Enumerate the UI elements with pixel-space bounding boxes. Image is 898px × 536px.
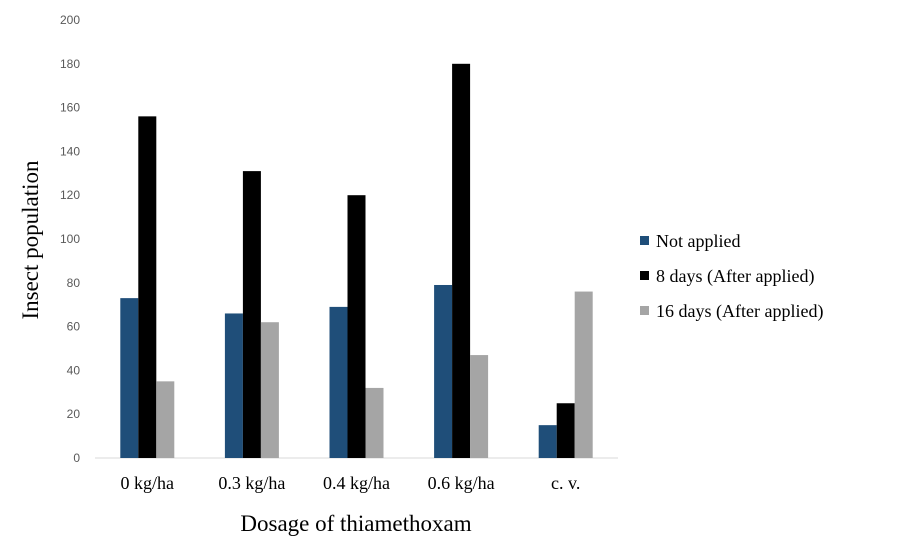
bar-2-1: [138, 116, 157, 459]
bar-2-2: [242, 171, 261, 459]
bar-3-1: [156, 381, 175, 458]
bar-2-3: [347, 195, 366, 458]
x-category-label: 0.4 kg/ha: [323, 473, 390, 493]
x-category-label: 0.6 kg/ha: [428, 473, 495, 493]
bar-2-4: [452, 63, 471, 459]
bar-2-5: [556, 403, 575, 458]
y-tick-label: 60: [67, 320, 81, 334]
x-category-label: 0 kg/ha: [121, 473, 175, 493]
bar-1-4: [434, 284, 453, 458]
x-axis-title: Dosage of thiamethoxam: [240, 511, 471, 536]
y-axis-ticks: 0 20 40 60 80 100 120 140 160 180 200: [60, 13, 80, 465]
bar-1-2: [224, 313, 243, 458]
bars: [120, 63, 593, 459]
y-tick-label: 140: [60, 144, 80, 158]
y-tick-label: 120: [60, 188, 80, 202]
bar-1-1: [120, 298, 139, 458]
legend-label: 8 days (After applied): [656, 266, 814, 287]
x-axis-categories: 0 kg/ha 0.3 kg/ha 0.4 kg/ha 0.6 kg/ha c. v.: [121, 473, 581, 493]
y-tick-label: 180: [60, 57, 80, 71]
x-category-label: 0.3 kg/ha: [218, 473, 285, 493]
y-tick-label: 40: [67, 363, 81, 377]
y-tick-label: 20: [67, 407, 81, 421]
y-tick-label: 0: [73, 451, 80, 465]
legend-label: Not applied: [656, 231, 740, 251]
legend-swatch: [640, 236, 649, 245]
y-tick-label: 200: [60, 13, 80, 27]
bar-3-2: [260, 322, 279, 458]
y-tick-label: 100: [60, 232, 80, 246]
legend-swatch: [640, 306, 649, 315]
legend-swatch: [640, 271, 649, 280]
x-category-label: c. v.: [551, 473, 580, 493]
y-axis-title: Insect population: [18, 160, 43, 320]
legend-label: 16 days (After applied): [656, 301, 823, 322]
legend: Not applied 8 days (After applied) 16 days…: [640, 231, 823, 322]
bar-1-5: [538, 425, 557, 458]
bar-3-3: [365, 387, 384, 458]
y-tick-label: 160: [60, 101, 80, 115]
bar-3-4: [470, 355, 489, 458]
bar-3-5: [574, 291, 593, 458]
y-tick-label: 80: [67, 276, 81, 290]
bar-1-3: [329, 306, 348, 458]
